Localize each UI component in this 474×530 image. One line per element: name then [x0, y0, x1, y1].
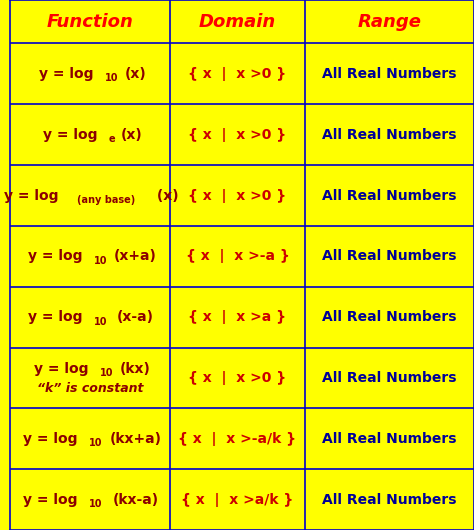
- Text: y = log: y = log: [34, 362, 88, 376]
- Text: 10: 10: [94, 316, 108, 326]
- Text: (kx-a): (kx-a): [112, 492, 159, 507]
- Text: { x  |  x >a/k }: { x | x >a/k }: [181, 492, 293, 507]
- Text: (any base): (any base): [77, 195, 136, 205]
- Text: 10: 10: [94, 256, 108, 266]
- Text: All Real Numbers: All Real Numbers: [322, 371, 456, 385]
- Text: All Real Numbers: All Real Numbers: [322, 67, 456, 81]
- Text: All Real Numbers: All Real Numbers: [322, 432, 456, 446]
- Text: (x): (x): [121, 128, 143, 142]
- Text: { x  |  x >a }: { x | x >a }: [188, 310, 286, 324]
- Text: 10: 10: [105, 73, 118, 83]
- Text: y = log: y = log: [28, 310, 83, 324]
- Text: e: e: [109, 134, 115, 144]
- Text: All Real Numbers: All Real Numbers: [322, 128, 456, 142]
- Text: (x-a): (x-a): [117, 310, 154, 324]
- Text: y = log: y = log: [28, 249, 83, 263]
- Text: (kx): (kx): [120, 362, 151, 376]
- Text: y = log: y = log: [4, 189, 59, 202]
- Text: Function: Function: [47, 13, 134, 31]
- Text: 10: 10: [89, 499, 102, 509]
- Text: 10: 10: [100, 368, 113, 378]
- Text: y = log: y = log: [43, 128, 98, 142]
- Text: y = log: y = log: [23, 432, 78, 446]
- Text: All Real Numbers: All Real Numbers: [322, 310, 456, 324]
- Text: { x  |  x >0 }: { x | x >0 }: [188, 128, 286, 142]
- Text: (x): (x): [125, 67, 146, 81]
- Text: y = log: y = log: [23, 492, 78, 507]
- Text: All Real Numbers: All Real Numbers: [322, 492, 456, 507]
- Text: y = log: y = log: [39, 67, 94, 81]
- Text: { x  |  x >-a/k }: { x | x >-a/k }: [178, 432, 296, 446]
- Text: All Real Numbers: All Real Numbers: [322, 189, 456, 202]
- Text: “k” is constant: “k” is constant: [37, 383, 144, 395]
- Text: (x+a): (x+a): [114, 249, 157, 263]
- Text: (x): (x): [152, 189, 178, 202]
- Text: { x  |  x >0 }: { x | x >0 }: [188, 371, 286, 385]
- Text: { x  |  x >-a }: { x | x >-a }: [185, 249, 289, 263]
- Text: Range: Range: [357, 13, 421, 31]
- Text: { x  |  x >0 }: { x | x >0 }: [188, 67, 286, 81]
- Text: 10: 10: [89, 438, 102, 448]
- Text: Domain: Domain: [199, 13, 276, 31]
- Text: { x  |  x >0 }: { x | x >0 }: [188, 189, 286, 202]
- Text: (kx+a): (kx+a): [109, 432, 162, 446]
- Text: All Real Numbers: All Real Numbers: [322, 249, 456, 263]
